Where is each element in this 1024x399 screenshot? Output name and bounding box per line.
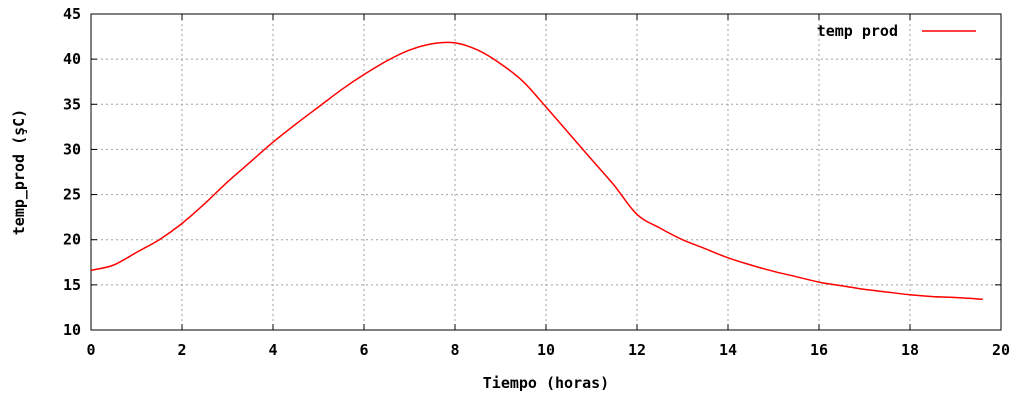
x-tick-label: 18: [901, 341, 919, 359]
x-tick-label: 20: [992, 341, 1010, 359]
x-tick-label: 0: [86, 341, 95, 359]
x-tick-label: 16: [810, 341, 828, 359]
legend-label-temp-prod: temp prod: [817, 22, 898, 40]
y-axis-label: temp_prod (şC): [10, 109, 28, 235]
x-tick-label: 10: [537, 341, 555, 359]
tick-layer: 0 2 4 6 8 10 12 14 16 18 20 10 15 20 25 30 35 40 45: [63, 5, 1010, 359]
y-tick-label: 30: [63, 140, 81, 158]
y-tick-label: 20: [63, 231, 81, 249]
y-tick-label: 15: [63, 276, 81, 294]
x-tick-label: 14: [719, 341, 737, 359]
y-tick-label: 40: [63, 50, 81, 68]
x-tick-label: 2: [177, 341, 186, 359]
series-line-temp-prod: [90, 41, 983, 301]
plot-frame: [90, 13, 1002, 331]
x-tick-label: 4: [268, 341, 277, 359]
x-tick-label: 12: [628, 341, 646, 359]
x-axis-label: Tiempo (horas): [483, 374, 609, 392]
series-layer: [90, 41, 983, 301]
y-tick-label: 10: [63, 321, 81, 339]
y-tick-label: 45: [63, 5, 81, 23]
y-tick-label: 25: [63, 186, 81, 204]
x-tick-label: 6: [359, 341, 368, 359]
legend: temp prod: [817, 22, 976, 40]
x-tick-label: 8: [450, 341, 459, 359]
y-tick-label: 35: [63, 95, 81, 113]
grid-layer: [91, 14, 1001, 330]
